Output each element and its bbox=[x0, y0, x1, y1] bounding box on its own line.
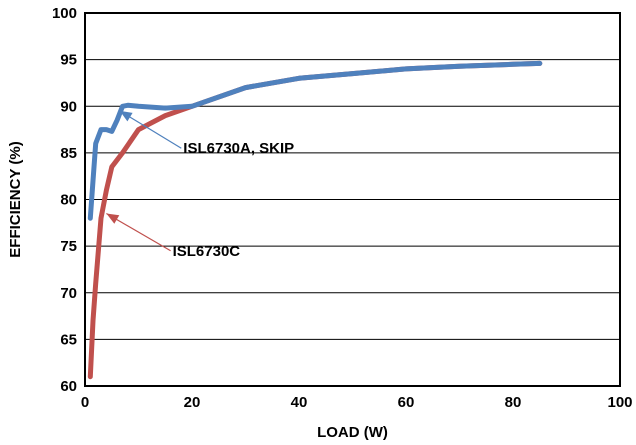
grid bbox=[85, 59, 620, 340]
y-tick-label: 65 bbox=[60, 331, 77, 348]
y-tick-label: 75 bbox=[60, 238, 77, 255]
y-tick-label: 60 bbox=[60, 378, 77, 395]
x-tick-labels: 0 20 40 60 80 100 bbox=[81, 394, 633, 411]
x-tick-label: 40 bbox=[291, 394, 308, 411]
series-line-isl6730c bbox=[87, 60, 543, 380]
series-line-isl6730a-skip bbox=[87, 60, 543, 221]
x-tick-label: 80 bbox=[505, 394, 522, 411]
annotation-arrow bbox=[106, 212, 171, 252]
annotation-label: ISL6730A, SKIP bbox=[183, 140, 294, 157]
x-tick-label: 20 bbox=[184, 394, 201, 411]
annotation-arrowhead bbox=[106, 213, 120, 224]
y-tick-labels: 60 65 70 75 80 85 90 95 100 bbox=[52, 5, 77, 395]
x-tick-label: 100 bbox=[607, 394, 632, 411]
x-tick-label: 60 bbox=[398, 394, 415, 411]
y-tick-label: 70 bbox=[60, 285, 77, 302]
plot-frame bbox=[84, 12, 621, 387]
y-tick-label: 85 bbox=[60, 145, 77, 162]
y-axis-title: EFFICIENCY (%) bbox=[7, 141, 24, 257]
annotations: ISL6730A, SKIP ISL6730C bbox=[106, 110, 294, 260]
annotation-arrowhead bbox=[119, 110, 133, 122]
y-tick-label: 90 bbox=[60, 98, 77, 115]
annotation-label: ISL6730C bbox=[173, 243, 241, 260]
annotation-arrow bbox=[119, 110, 182, 149]
y-tick-label: 100 bbox=[52, 5, 77, 22]
x-tick-label: 0 bbox=[81, 394, 89, 411]
x-axis-title: LOAD (W) bbox=[317, 424, 388, 441]
y-tick-label: 80 bbox=[60, 192, 77, 209]
series-lines bbox=[87, 60, 543, 380]
y-tick-label: 95 bbox=[60, 52, 77, 69]
